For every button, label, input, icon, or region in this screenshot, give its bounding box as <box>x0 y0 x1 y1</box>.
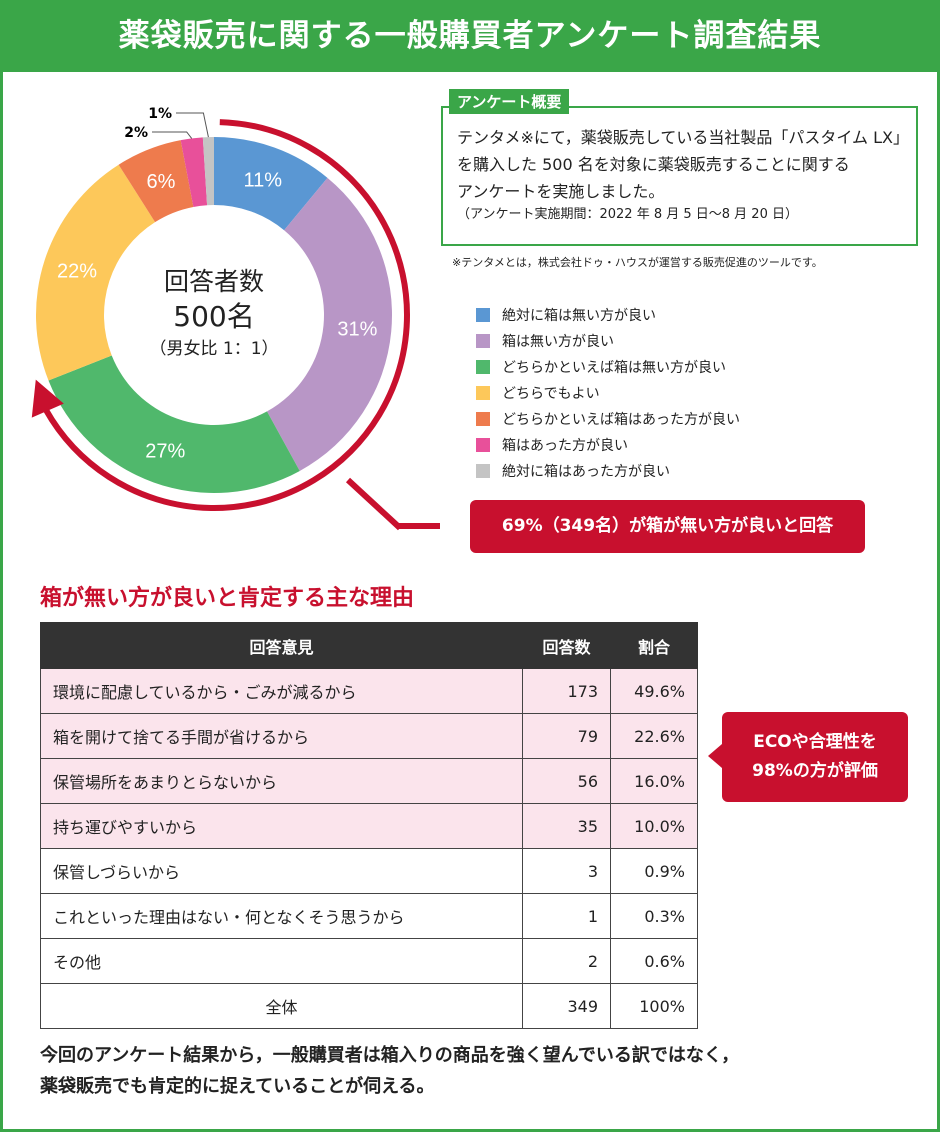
total-cell: 349 <box>522 983 611 1029</box>
donut-slice <box>48 355 300 493</box>
conclusion: 今回のアンケート結果から，一般購買者は箱入りの商品を強く望んでいる訳ではなく， … <box>40 1040 739 1102</box>
legend-label: 箱はあった方が良い <box>502 438 628 454</box>
slice-label: 1% <box>148 106 172 122</box>
header-ratio: 割合 <box>610 622 698 669</box>
arrowhead-icon <box>31 379 64 418</box>
legend-swatch <box>476 438 490 452</box>
slice-label: 11% <box>244 170 283 192</box>
legend-swatch <box>476 412 490 426</box>
arc-arrow <box>43 119 410 511</box>
legend-swatch <box>476 308 490 322</box>
leader-line <box>176 112 209 138</box>
table-row: その他 2 0.6% <box>40 938 698 984</box>
total-cell: 100% <box>610 983 698 1029</box>
callout-connector <box>345 477 403 531</box>
table-row: 保管場所をあまりとらないから 56 16.0% <box>40 758 698 804</box>
center-label-3: （男女比 1：1） <box>149 339 278 359</box>
cell-reason: 環境に配慮しているから・ごみが減るから <box>40 668 523 714</box>
cell-reason: これといった理由はない・何となくそう思うから <box>40 893 523 939</box>
total-cell: 全体 <box>40 983 523 1029</box>
cell-reason: 持ち運びやすいから <box>40 803 523 849</box>
table-total-row: 全体 349 100% <box>40 983 698 1029</box>
page-title: 薬袋販売に関する一般購買者アンケート調査結果 <box>0 0 940 72</box>
cell-reason: 保管場所をあまりとらないから <box>40 758 523 804</box>
cell-count: 3 <box>522 848 611 894</box>
donut-slice <box>202 137 214 206</box>
overview-box: テンタメ※にて，薬袋販売している当社製品「パスタイム LX」 を購入した 500… <box>441 106 918 246</box>
donut-slice <box>266 177 392 471</box>
donut-slice <box>214 137 328 231</box>
cell-count: 56 <box>522 758 611 804</box>
donut-slice <box>118 140 194 223</box>
conclusion-line-1: 今回のアンケート結果から，一般購買者は箱入りの商品を強く望んでいる訳ではなく， <box>40 1045 740 1066</box>
donut-slice <box>35 164 156 381</box>
legend-swatch <box>476 386 490 400</box>
legend-item: どちらでもよい <box>476 380 740 406</box>
legend-item: 箱は無い方が良い <box>476 328 740 354</box>
cell-ratio: 49.6% <box>610 668 698 714</box>
legend-swatch <box>476 334 490 348</box>
legend-label: どちらかといえば箱はあった方が良い <box>502 412 740 428</box>
header-count: 回答数 <box>522 622 611 669</box>
cell-reason: 保管しづらいから <box>40 848 523 894</box>
cell-count: 2 <box>522 938 611 984</box>
reasons-heading: 箱が無い方が良いと肯定する主な理由 <box>40 586 415 611</box>
overview-tag: アンケート概要 <box>449 89 570 114</box>
slice-label: 27% <box>145 440 185 462</box>
legend-label: 絶対に箱はあった方が良い <box>502 464 670 480</box>
center-label-2: 500名 <box>173 300 254 333</box>
cell-reason: 箱を開けて捨てる手間が省けるから <box>40 713 523 759</box>
cell-count: 35 <box>522 803 611 849</box>
table-row: 環境に配慮しているから・ごみが減るから 173 49.6% <box>40 668 698 714</box>
table-row: 保管しづらいから 3 0.9% <box>40 848 698 894</box>
cell-ratio: 22.6% <box>610 713 698 759</box>
legend-label: 箱は無い方が良い <box>502 334 614 350</box>
legend-swatch <box>476 464 490 478</box>
cell-reason: その他 <box>40 938 523 984</box>
cell-ratio: 0.9% <box>610 848 698 894</box>
conclusion-line-2: 薬袋販売でも肯定的に捉えていることが伺える。 <box>40 1076 435 1097</box>
legend-swatch <box>476 360 490 374</box>
eco-line-2: 98%の方が評価 <box>752 761 878 781</box>
legend-item: 絶対に箱はあった方が良い <box>476 458 740 484</box>
legend-label: 絶対に箱は無い方が良い <box>502 308 656 324</box>
donut-chart: 11% 31% 27% 22% 6% 2%1% 回答者数 500名 （男女比 1：1） <box>31 106 440 531</box>
reasons-table: 回答意見 回答数 割合 環境に配慮しているから・ごみが減るから 173 49.6% 箱… <box>40 622 698 1029</box>
overview-text-1: テンタメ※にて，薬袋販売している当社製品「パスタイム LX」 <box>457 128 909 147</box>
overview-note: ※テンタメとは，株式会社ドゥ・ハウスが運営する販売促進のツールです。 <box>452 256 823 269</box>
overview-period: （アンケート実施期間：2022 年 8 月 5 日〜8 月 20 日） <box>457 207 798 222</box>
header-opinion: 回答意見 <box>40 622 523 669</box>
result-callout: 69%（349名）が箱が無い方が良いと回答 <box>470 500 865 553</box>
legend-item: どちらかといえば箱はあった方が良い <box>476 406 740 432</box>
slice-label: 22% <box>57 261 97 283</box>
cell-count: 79 <box>522 713 611 759</box>
legend-label: どちらかといえば箱は無い方が良い <box>502 360 726 376</box>
cell-ratio: 0.3% <box>610 893 698 939</box>
cell-count: 173 <box>522 668 611 714</box>
legend-item: 絶対に箱は無い方が良い <box>476 302 740 328</box>
table-row: 箱を開けて捨てる手間が省けるから 79 22.6% <box>40 713 698 759</box>
cell-ratio: 16.0% <box>610 758 698 804</box>
overview-text-3: アンケートを実施しました。 <box>457 182 665 201</box>
cell-ratio: 10.0% <box>610 803 698 849</box>
overview-text-2: を購入した 500 名を対象に薬袋販売することに関する <box>457 155 850 174</box>
donut-slice <box>180 137 208 207</box>
legend-item: どちらかといえば箱は無い方が良い <box>476 354 740 380</box>
table-row: これといった理由はない・何となくそう思うから 1 0.3% <box>40 893 698 939</box>
cell-ratio: 0.6% <box>610 938 698 984</box>
cell-count: 1 <box>522 893 611 939</box>
eco-callout: ECOや合理性を 98%の方が評価 <box>708 712 908 802</box>
leader-line <box>152 131 193 139</box>
center-label-1: 回答者数 <box>164 267 264 296</box>
chart-legend: 絶対に箱は無い方が良い 箱は無い方が良いどちらかといえば箱は無い方が良い どちらでも… <box>476 302 740 484</box>
eco-line-1: ECOや合理性を <box>753 732 877 752</box>
slice-label: 6% <box>147 171 176 193</box>
legend-item: 箱はあった方が良い <box>476 432 740 458</box>
table-row: 持ち運びやすいから 35 10.0% <box>40 803 698 849</box>
slice-label: 31% <box>337 319 377 341</box>
slice-label: 2% <box>124 125 148 141</box>
legend-label: どちらでもよい <box>502 386 600 402</box>
